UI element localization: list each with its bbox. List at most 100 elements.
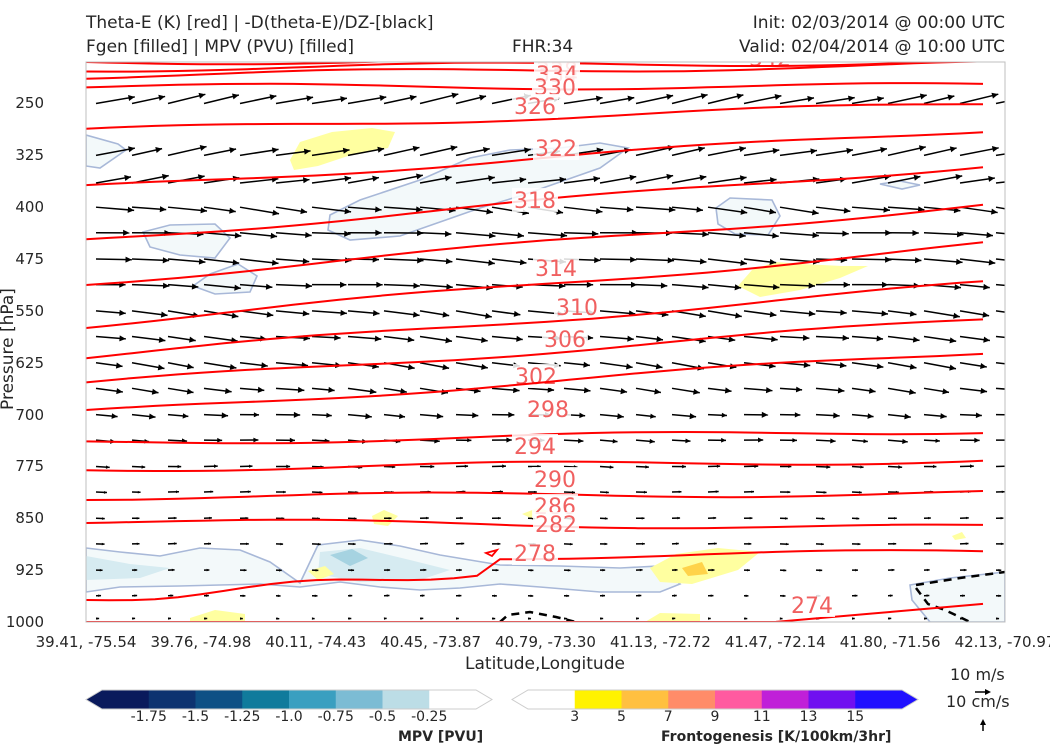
wind-vector [167,362,194,370]
filled-region [330,549,368,566]
wind-vector [419,145,458,157]
wind-vector [923,438,940,443]
wind-vector [95,465,110,469]
filled-regions [86,128,1005,622]
filled-region [909,571,1005,622]
y-tick-label: 550 [15,301,44,320]
wind-vector [851,439,868,444]
wind-vector [95,256,132,263]
wind-vector [275,594,281,598]
wind-vector [239,206,280,216]
wind-vector [383,516,392,520]
wind-vector [707,594,714,598]
wind-vector [599,95,635,105]
wind-vector [851,361,884,370]
theta-e-contour: 318 [86,166,984,241]
wind-vector [491,464,506,468]
wind-vector [239,617,243,620]
wind-vector [635,617,639,620]
wind-vector [959,387,988,394]
wind-vector [563,490,576,494]
wind-vector [167,617,172,620]
wind-vector [743,617,748,620]
wind-vector [887,617,892,620]
y-tick-label: 850 [15,509,44,528]
wind-vector [599,413,624,420]
wind-vector [959,232,994,239]
wind-vector [419,568,427,572]
wind-vector [743,335,778,343]
wind-vector [275,411,301,418]
wind-vector [203,568,210,572]
wind-vector [383,145,420,157]
wind-vector [887,568,895,572]
colorbar-tick-label: 3 [570,709,580,725]
wind-vector [491,176,527,184]
wind-vector [959,437,980,443]
wind-vector [491,542,501,546]
wind-vector [383,282,420,289]
wind-vector [599,174,637,184]
wind-vector [491,232,525,239]
wind-vector [491,516,501,520]
theta-e-contour-label: 310 [556,296,598,321]
wind-vector [167,92,206,105]
wind-vector [95,229,130,236]
colorbar-tick-label: 13 [799,709,818,725]
wind-vector [275,177,310,184]
wind-vector [311,490,323,494]
y-tick-label: 325 [15,146,44,165]
wind-vector [959,464,974,469]
x-tick-label: 41.13, -72.72 [609,633,711,651]
wind-vector [671,258,707,265]
wind-vector [563,230,599,237]
forecast-hour: FHR:34 [512,37,574,57]
wind-vector [455,542,465,545]
wind-vector [743,177,777,184]
wind-vector [419,594,425,597]
wind-vector [599,465,614,469]
theta-e-contour: 310 [86,241,984,329]
wind-vector [635,568,643,572]
colorbar-tick-label: -1.5 [181,709,210,725]
wind-vector [347,568,355,572]
wind-vector [563,176,601,184]
theta-e-contour: 278 [86,541,984,602]
wind-vector [95,413,118,419]
wind-vector [887,387,916,395]
wind-vector [671,438,691,444]
wind-vector [347,310,380,317]
wind-vector [635,335,664,343]
x-tick-label: 42.13, -70.97 [954,633,1050,651]
wind-vector [635,206,676,213]
wind-vector [95,517,105,520]
y-tick-label: 250 [15,94,44,113]
colorbar-tick-label: 11 [752,709,771,725]
wind-vector [671,413,697,420]
theta-e-contour-label: 314 [535,257,577,282]
wind-vector [851,517,860,520]
wind-vector [743,542,752,546]
wind-vector [455,175,495,184]
wind-vector [635,438,655,444]
wind-vector [815,568,823,572]
wind-vector [887,542,897,546]
wind-vector [275,617,280,620]
wind-vector [455,232,496,239]
wind-vector [707,206,748,215]
wind-vector [455,146,490,157]
wind-vector [635,282,668,289]
wind-vector [995,542,1004,546]
y-tick-label: 700 [15,405,44,424]
wind-vector [779,438,798,443]
wind-vector [959,594,965,598]
wind-vector [527,176,567,184]
theta-e-contour: 298 [86,352,984,423]
colorbars [85,689,991,731]
wind-vector [815,95,855,105]
wind-vector [239,568,247,572]
wind-vector [311,96,348,105]
wind-vector [563,387,591,394]
wind-vector [311,569,319,572]
